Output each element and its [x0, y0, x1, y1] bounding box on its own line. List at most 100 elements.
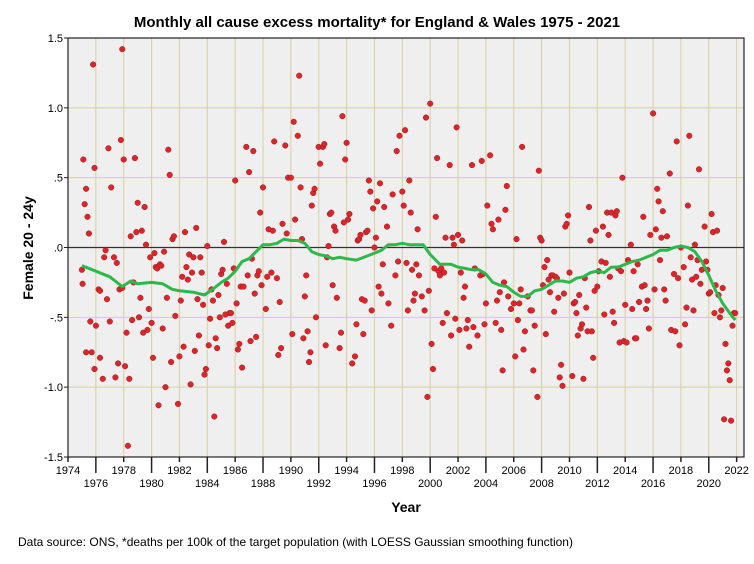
data-point [188, 269, 196, 276]
x-tick-label: 1986 [223, 465, 247, 477]
data-point [271, 138, 278, 145]
data-point [225, 322, 232, 329]
data-point [478, 157, 485, 164]
data-point [83, 185, 90, 192]
data-point [219, 266, 226, 273]
x-tick-label: 1976 [84, 478, 108, 490]
x-tick-label: 2000 [418, 478, 442, 490]
data-point [353, 321, 360, 328]
data-point [538, 237, 545, 244]
data-point [446, 162, 453, 169]
data-point [276, 298, 283, 306]
data-point [707, 289, 714, 296]
data-point [297, 184, 304, 191]
data-point [110, 254, 118, 261]
data-point [234, 346, 241, 353]
data-point [499, 367, 506, 374]
data-point [301, 293, 308, 300]
data-point [693, 273, 700, 280]
data-point [103, 296, 111, 303]
data-point [421, 307, 428, 314]
data-point [488, 220, 495, 227]
x-tick-label: 2022 [724, 465, 748, 477]
data-point [282, 142, 289, 149]
data-point [232, 177, 239, 184]
data-point [145, 305, 152, 313]
data-point [407, 209, 414, 216]
data-point [141, 203, 148, 211]
data-point [101, 254, 108, 261]
data-point [289, 331, 296, 338]
data-point [404, 307, 411, 314]
data-point [578, 321, 586, 328]
data-point [96, 354, 104, 361]
data-point [641, 282, 648, 289]
data-point [443, 310, 450, 317]
data-point [375, 283, 382, 290]
data-point [367, 188, 374, 195]
data-point [439, 319, 446, 326]
data-point [374, 198, 381, 205]
data-point [725, 360, 732, 367]
data-point [654, 185, 661, 192]
data-point [627, 241, 634, 248]
data-point [300, 335, 307, 342]
data-point [452, 315, 459, 322]
data-point [389, 191, 396, 198]
data-point [84, 213, 91, 220]
loess-line [81, 237, 737, 322]
data-point [719, 284, 726, 292]
data-point [268, 269, 275, 276]
data-point [172, 312, 179, 319]
data-point [357, 231, 364, 238]
data-point [344, 216, 352, 223]
data-point [453, 124, 460, 131]
data-point [517, 286, 524, 293]
data-point [563, 220, 570, 227]
data-point [321, 141, 328, 148]
data-point [349, 360, 356, 367]
data-point [675, 275, 682, 282]
data-point [530, 367, 537, 374]
data-point [392, 272, 399, 279]
data-point [174, 400, 182, 407]
data-point [463, 325, 470, 332]
data-point [381, 203, 388, 211]
data-point [296, 72, 303, 79]
data-point [643, 305, 650, 313]
data-point [364, 227, 371, 234]
x-tick-label: 1988 [251, 478, 275, 490]
x-tick-label: 1978 [111, 465, 135, 477]
data-point [325, 243, 332, 250]
data-point [328, 209, 335, 216]
data-point [131, 155, 138, 162]
data-point [521, 328, 528, 335]
data-point [304, 328, 311, 335]
data-point [560, 290, 567, 297]
data-point [498, 326, 505, 333]
data-point [728, 417, 735, 424]
data-point [662, 297, 669, 304]
data-point [442, 234, 449, 241]
data-point [342, 156, 349, 163]
data-point [513, 236, 520, 243]
data-point [115, 360, 122, 367]
data-point [482, 300, 489, 307]
data-point [682, 321, 689, 328]
data-point [541, 264, 548, 271]
data-point [187, 381, 194, 388]
data-point [403, 259, 410, 266]
data-point [198, 269, 205, 276]
data-point [413, 261, 420, 268]
data-point [580, 375, 587, 382]
data-point [436, 272, 443, 279]
data-point [464, 317, 471, 324]
data-point [227, 310, 235, 317]
data-point [722, 340, 729, 347]
data-point [634, 261, 641, 268]
data-point [729, 322, 736, 329]
data-point [661, 286, 668, 293]
data-point [507, 305, 515, 313]
data-point [186, 251, 193, 258]
